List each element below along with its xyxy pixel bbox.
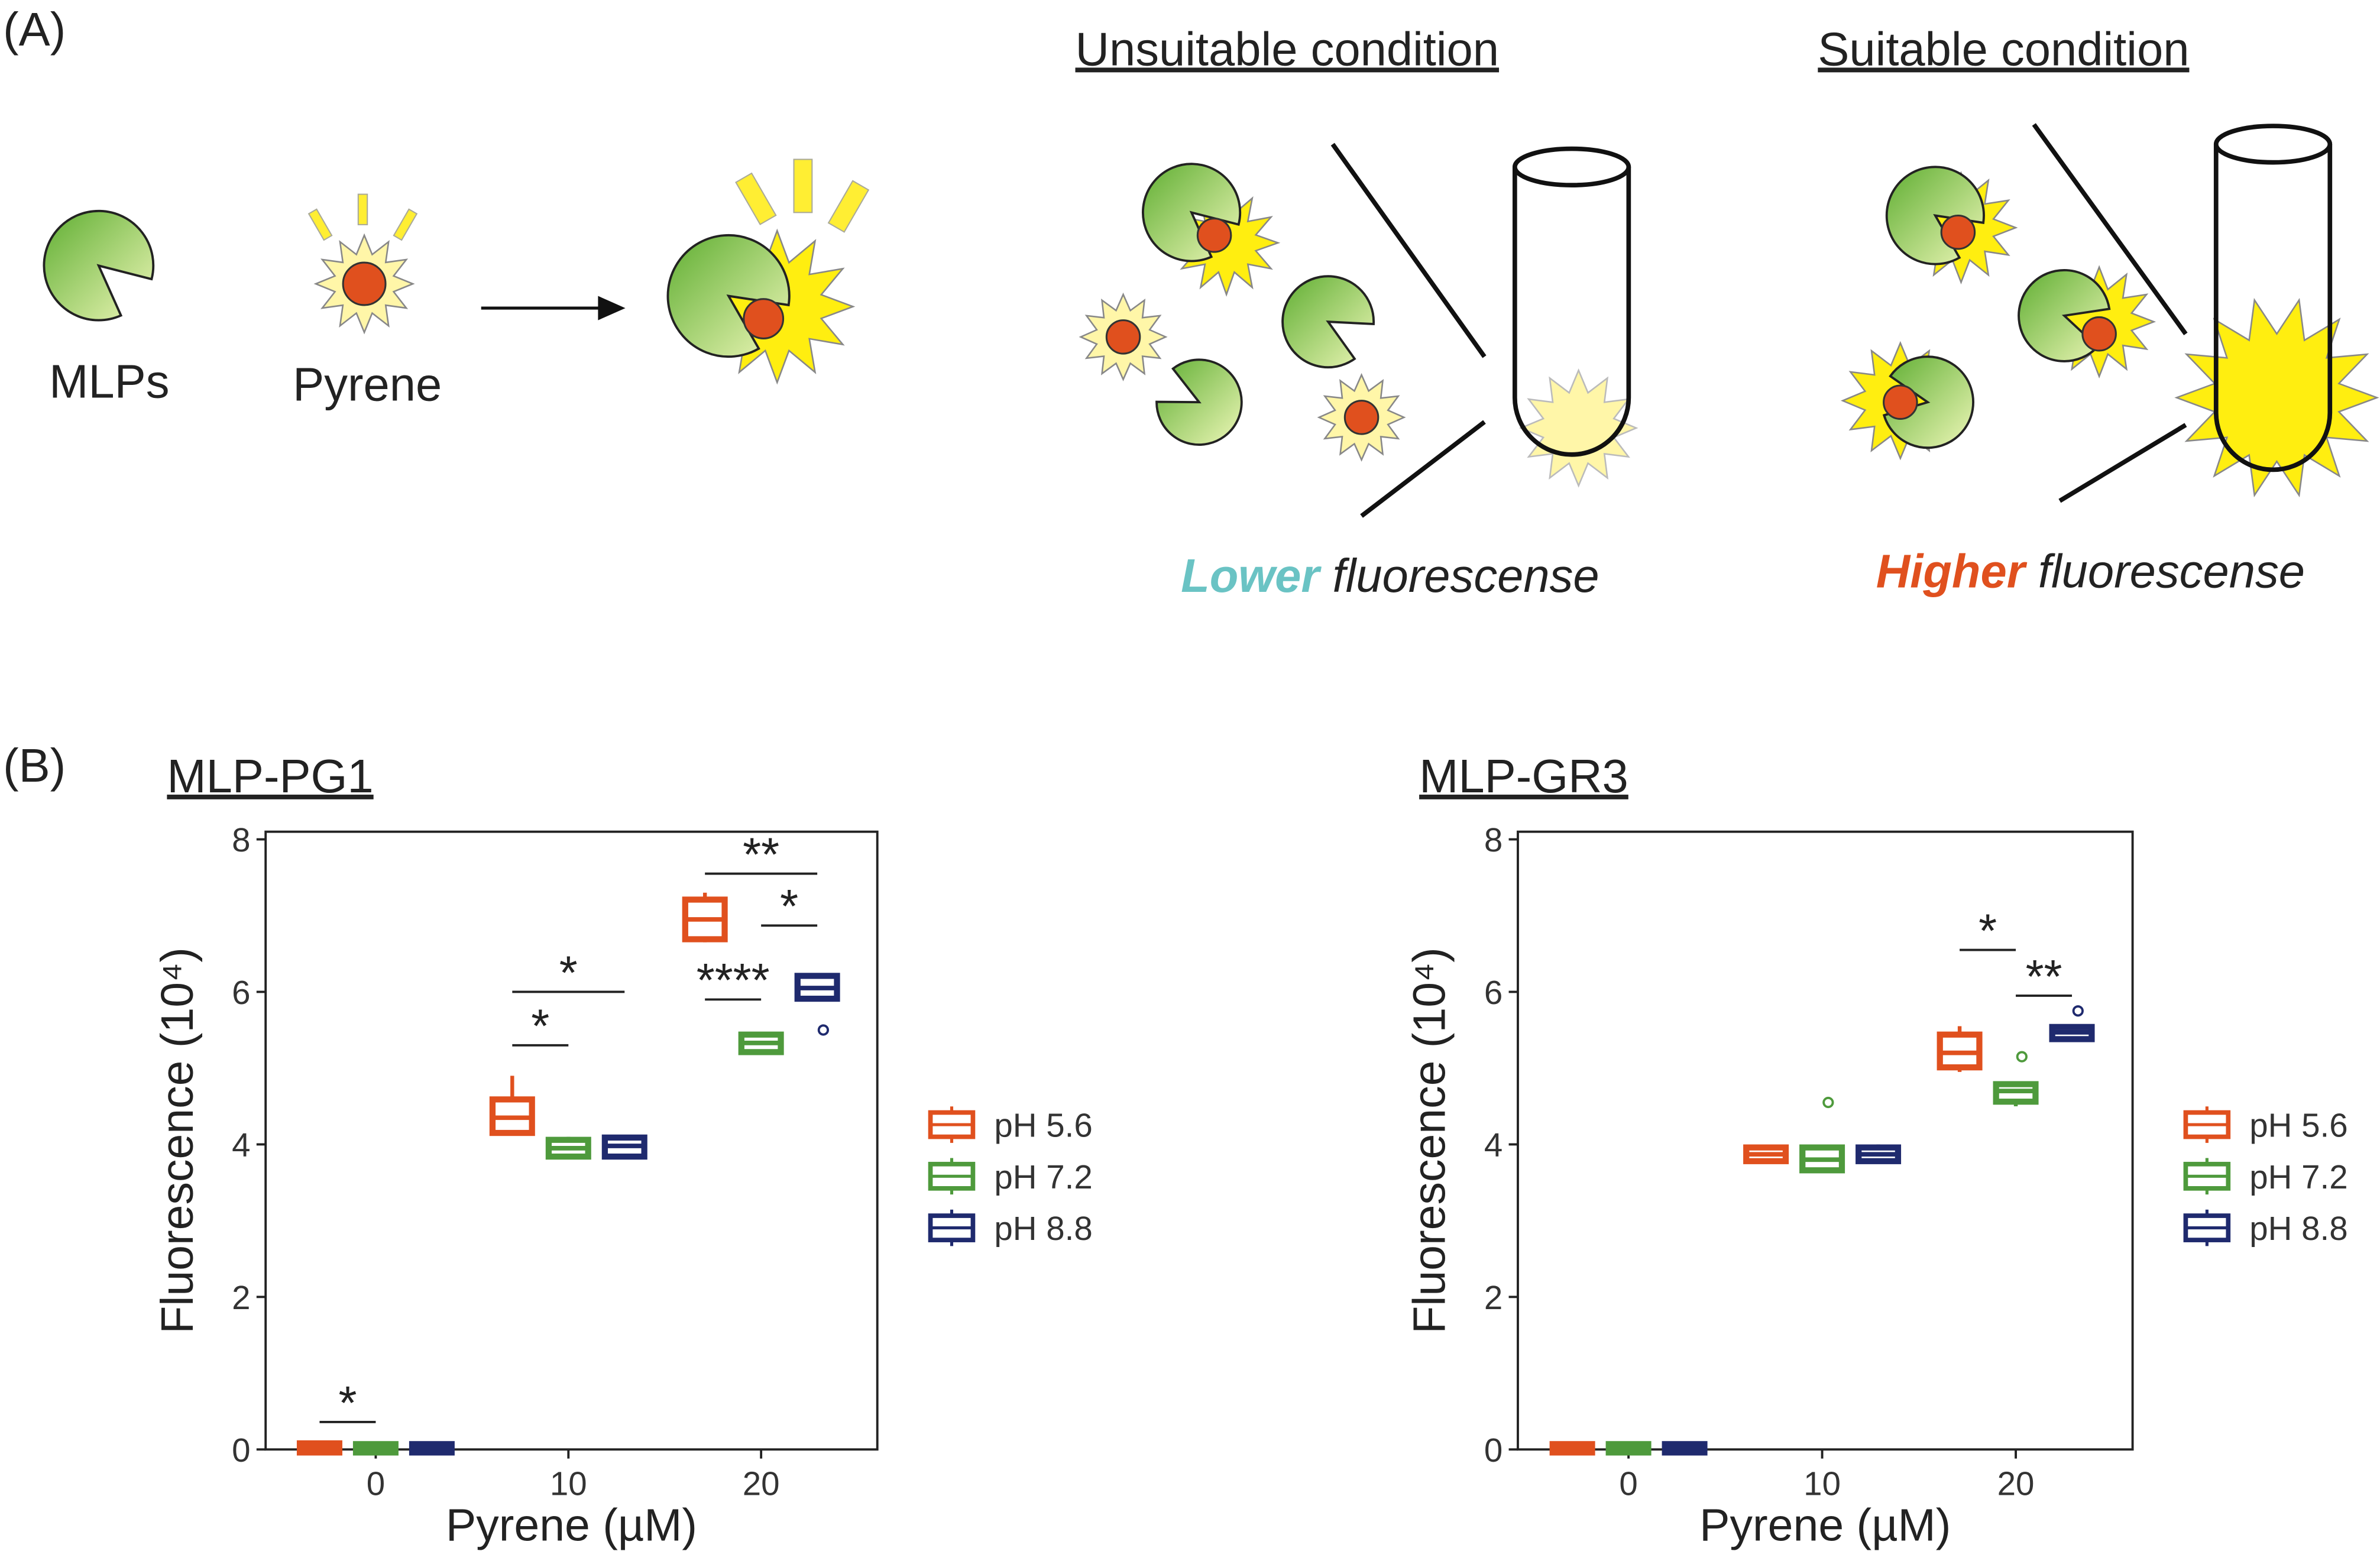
x-tick-label: 10 bbox=[550, 1465, 587, 1502]
protein bbox=[43, 209, 155, 322]
ray bbox=[357, 193, 368, 225]
chart-title: MLP-PG1 bbox=[167, 750, 373, 802]
y-tick-label: 2 bbox=[1484, 1279, 1503, 1316]
legend-label: pH 5.6 bbox=[2249, 1107, 2347, 1144]
ray bbox=[307, 208, 333, 241]
significance-label: * bbox=[1979, 904, 1997, 957]
legend-label: pH 7.2 bbox=[994, 1158, 1092, 1196]
pyrene bbox=[1883, 384, 1918, 420]
significance-label: ** bbox=[743, 828, 779, 880]
pyrene bbox=[743, 298, 785, 339]
protein bbox=[1885, 166, 1985, 265]
protein bbox=[1142, 163, 1242, 263]
x-tick-label: 0 bbox=[1619, 1465, 1637, 1502]
y-tick-label: 4 bbox=[232, 1126, 250, 1164]
y-axis-label: Fluorescence (10⁴) bbox=[152, 947, 203, 1334]
stroke bbox=[2032, 123, 2188, 335]
label: MLPs bbox=[49, 355, 169, 408]
y-tick-label: 8 bbox=[232, 821, 250, 859]
outlier bbox=[2016, 1051, 2028, 1063]
significance-label: ** bbox=[2026, 950, 2062, 1003]
legend-label: pH 5.6 bbox=[994, 1107, 1092, 1144]
protein bbox=[666, 234, 791, 358]
significance-label: * bbox=[338, 1377, 357, 1429]
stroke bbox=[2058, 423, 2187, 503]
significance-label: * bbox=[559, 946, 578, 999]
diagram bbox=[43, 123, 2379, 518]
stroke bbox=[1360, 420, 1486, 518]
arrowhead bbox=[598, 296, 626, 320]
y-tick-label: 6 bbox=[232, 974, 250, 1011]
pyrene bbox=[342, 261, 387, 306]
ray bbox=[393, 208, 418, 241]
x-tick-label: 20 bbox=[743, 1465, 780, 1502]
x-tick-label: 10 bbox=[1803, 1465, 1841, 1502]
label: Pyrene bbox=[293, 358, 442, 411]
glow bbox=[2174, 297, 2379, 498]
caption-word: Lower bbox=[1181, 549, 1322, 602]
legend-label: pH 7.2 bbox=[2249, 1158, 2347, 1196]
significance-label: * bbox=[780, 880, 798, 932]
protein bbox=[1281, 275, 1375, 369]
tube bbox=[1512, 167, 1631, 457]
x-axis-label: Pyrene (µM) bbox=[446, 1500, 697, 1550]
y-tick-label: 6 bbox=[1484, 974, 1503, 1011]
pyrene bbox=[1940, 214, 1976, 250]
pyrene bbox=[1105, 319, 1141, 355]
chart-title: MLP-GR3 bbox=[1419, 750, 1628, 802]
legend-label: pH 8.8 bbox=[2249, 1210, 2347, 1247]
significance-label: * bbox=[531, 1000, 549, 1052]
outlier bbox=[817, 1024, 830, 1036]
tube-rim bbox=[2213, 124, 2333, 165]
y-tick-label: 8 bbox=[1484, 821, 1503, 859]
y-tick-label: 0 bbox=[232, 1432, 250, 1469]
caption-word: fluorescense bbox=[1333, 549, 1599, 602]
heading: Suitable condition bbox=[1818, 22, 2189, 75]
significance-label: **** bbox=[697, 954, 770, 1006]
outlier bbox=[1822, 1096, 1834, 1109]
tube bbox=[2213, 144, 2333, 472]
y-tick-label: 4 bbox=[1484, 1126, 1503, 1164]
protein bbox=[1155, 358, 1243, 446]
ray bbox=[827, 180, 870, 233]
x-axis-label: Pyrene (µM) bbox=[1699, 1500, 1951, 1550]
glow bbox=[1518, 368, 1639, 488]
plot-frame bbox=[1517, 830, 2134, 1451]
protein bbox=[1882, 355, 1974, 449]
legend-label: pH 8.8 bbox=[994, 1210, 1092, 1247]
x-tick-label: 0 bbox=[367, 1465, 385, 1502]
y-tick-label: 0 bbox=[1484, 1432, 1503, 1469]
caption: Higher fluorescense bbox=[1876, 545, 2305, 597]
x-tick-label: 20 bbox=[1997, 1465, 2035, 1502]
heading: Unsuitable condition bbox=[1076, 22, 1500, 75]
caption-word: fluorescense bbox=[2038, 545, 2305, 597]
panel-label: (A) bbox=[3, 3, 66, 56]
stroke bbox=[1330, 143, 1487, 358]
tube-rim bbox=[1512, 146, 1631, 188]
ray bbox=[793, 158, 813, 213]
pyrene bbox=[2081, 316, 2117, 352]
caption: Lower fluorescense bbox=[1181, 549, 1599, 602]
plot-frame bbox=[264, 830, 879, 1451]
caption-word: Higher bbox=[1876, 545, 2028, 597]
y-axis-label: Fluorescence (10⁴) bbox=[1404, 947, 1455, 1334]
panel-label: (B) bbox=[3, 739, 66, 792]
ray bbox=[735, 172, 777, 225]
outlier bbox=[2072, 1005, 2084, 1017]
y-tick-label: 2 bbox=[232, 1279, 250, 1316]
pyrene bbox=[1196, 218, 1232, 253]
pyrene bbox=[1343, 400, 1380, 435]
